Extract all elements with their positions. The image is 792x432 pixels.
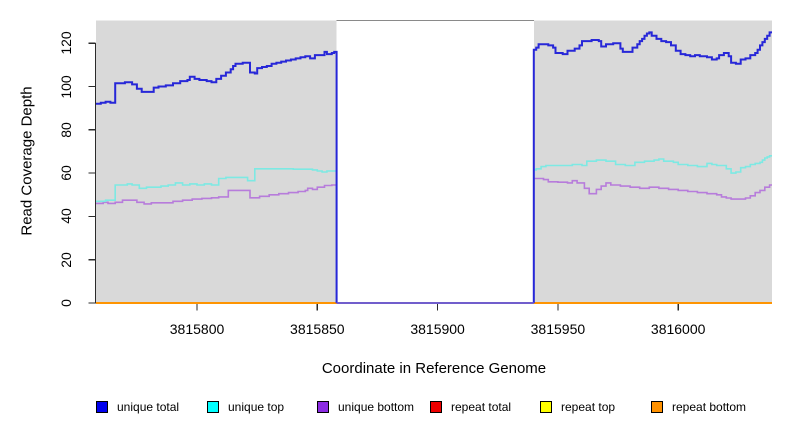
y-tick-label: 100 [58, 74, 74, 99]
y-tick-label: 80 [58, 122, 74, 138]
legend-swatch-icon [317, 401, 329, 413]
series-line-unique-top [96, 168, 338, 303]
y-tick-label: 0 [58, 299, 74, 307]
x-tick-label: 3815950 [530, 321, 586, 337]
y-axis-title: Read Coverage Depth [18, 86, 36, 236]
legend-label: unique bottom [338, 400, 415, 414]
legend-swatch-icon [651, 401, 663, 413]
series-line-unique-bottom [96, 184, 338, 303]
legend-item-repeat-bottom: repeat bottom [651, 400, 746, 414]
x-tick-label: 3815800 [169, 321, 225, 337]
legend-swatch-icon [430, 401, 442, 413]
gap-region [336, 20, 534, 303]
x-axis-title: Coordinate in Reference Genome [321, 360, 547, 377]
x-tick-label: 3815900 [410, 321, 465, 337]
series-line-unique-top [533, 155, 772, 303]
legend-label: repeat total [451, 400, 512, 414]
y-tick-label: 120 [58, 31, 74, 55]
legend-item-unique-total: unique total [96, 400, 179, 414]
y-tick-label: 20 [58, 251, 74, 268]
legend-item-unique-bottom: unique bottom [317, 400, 414, 414]
legend-swatch-icon [96, 401, 108, 413]
legend-item-unique-top: unique top [207, 400, 284, 414]
legend-label: unique top [228, 400, 285, 414]
legend-item-repeat-top: repeat top [540, 400, 615, 414]
legend-swatch-icon [207, 401, 219, 413]
x-tick-label: 3815850 [290, 321, 345, 337]
x-tick-label: 3816000 [650, 321, 706, 337]
y-tick-label: 60 [58, 165, 74, 181]
series-line-unique-total [96, 50, 338, 303]
legend-swatch-icon [540, 401, 552, 413]
legend-item-repeat-total: repeat total [430, 400, 511, 414]
legend-label: repeat top [561, 400, 616, 414]
series-line-unique-bottom [533, 177, 772, 303]
y-tick-label: 40 [58, 208, 74, 225]
series-line-unique-total [532, 31, 772, 303]
legend-label: repeat bottom [672, 400, 747, 414]
legend-label: unique total [117, 400, 180, 414]
